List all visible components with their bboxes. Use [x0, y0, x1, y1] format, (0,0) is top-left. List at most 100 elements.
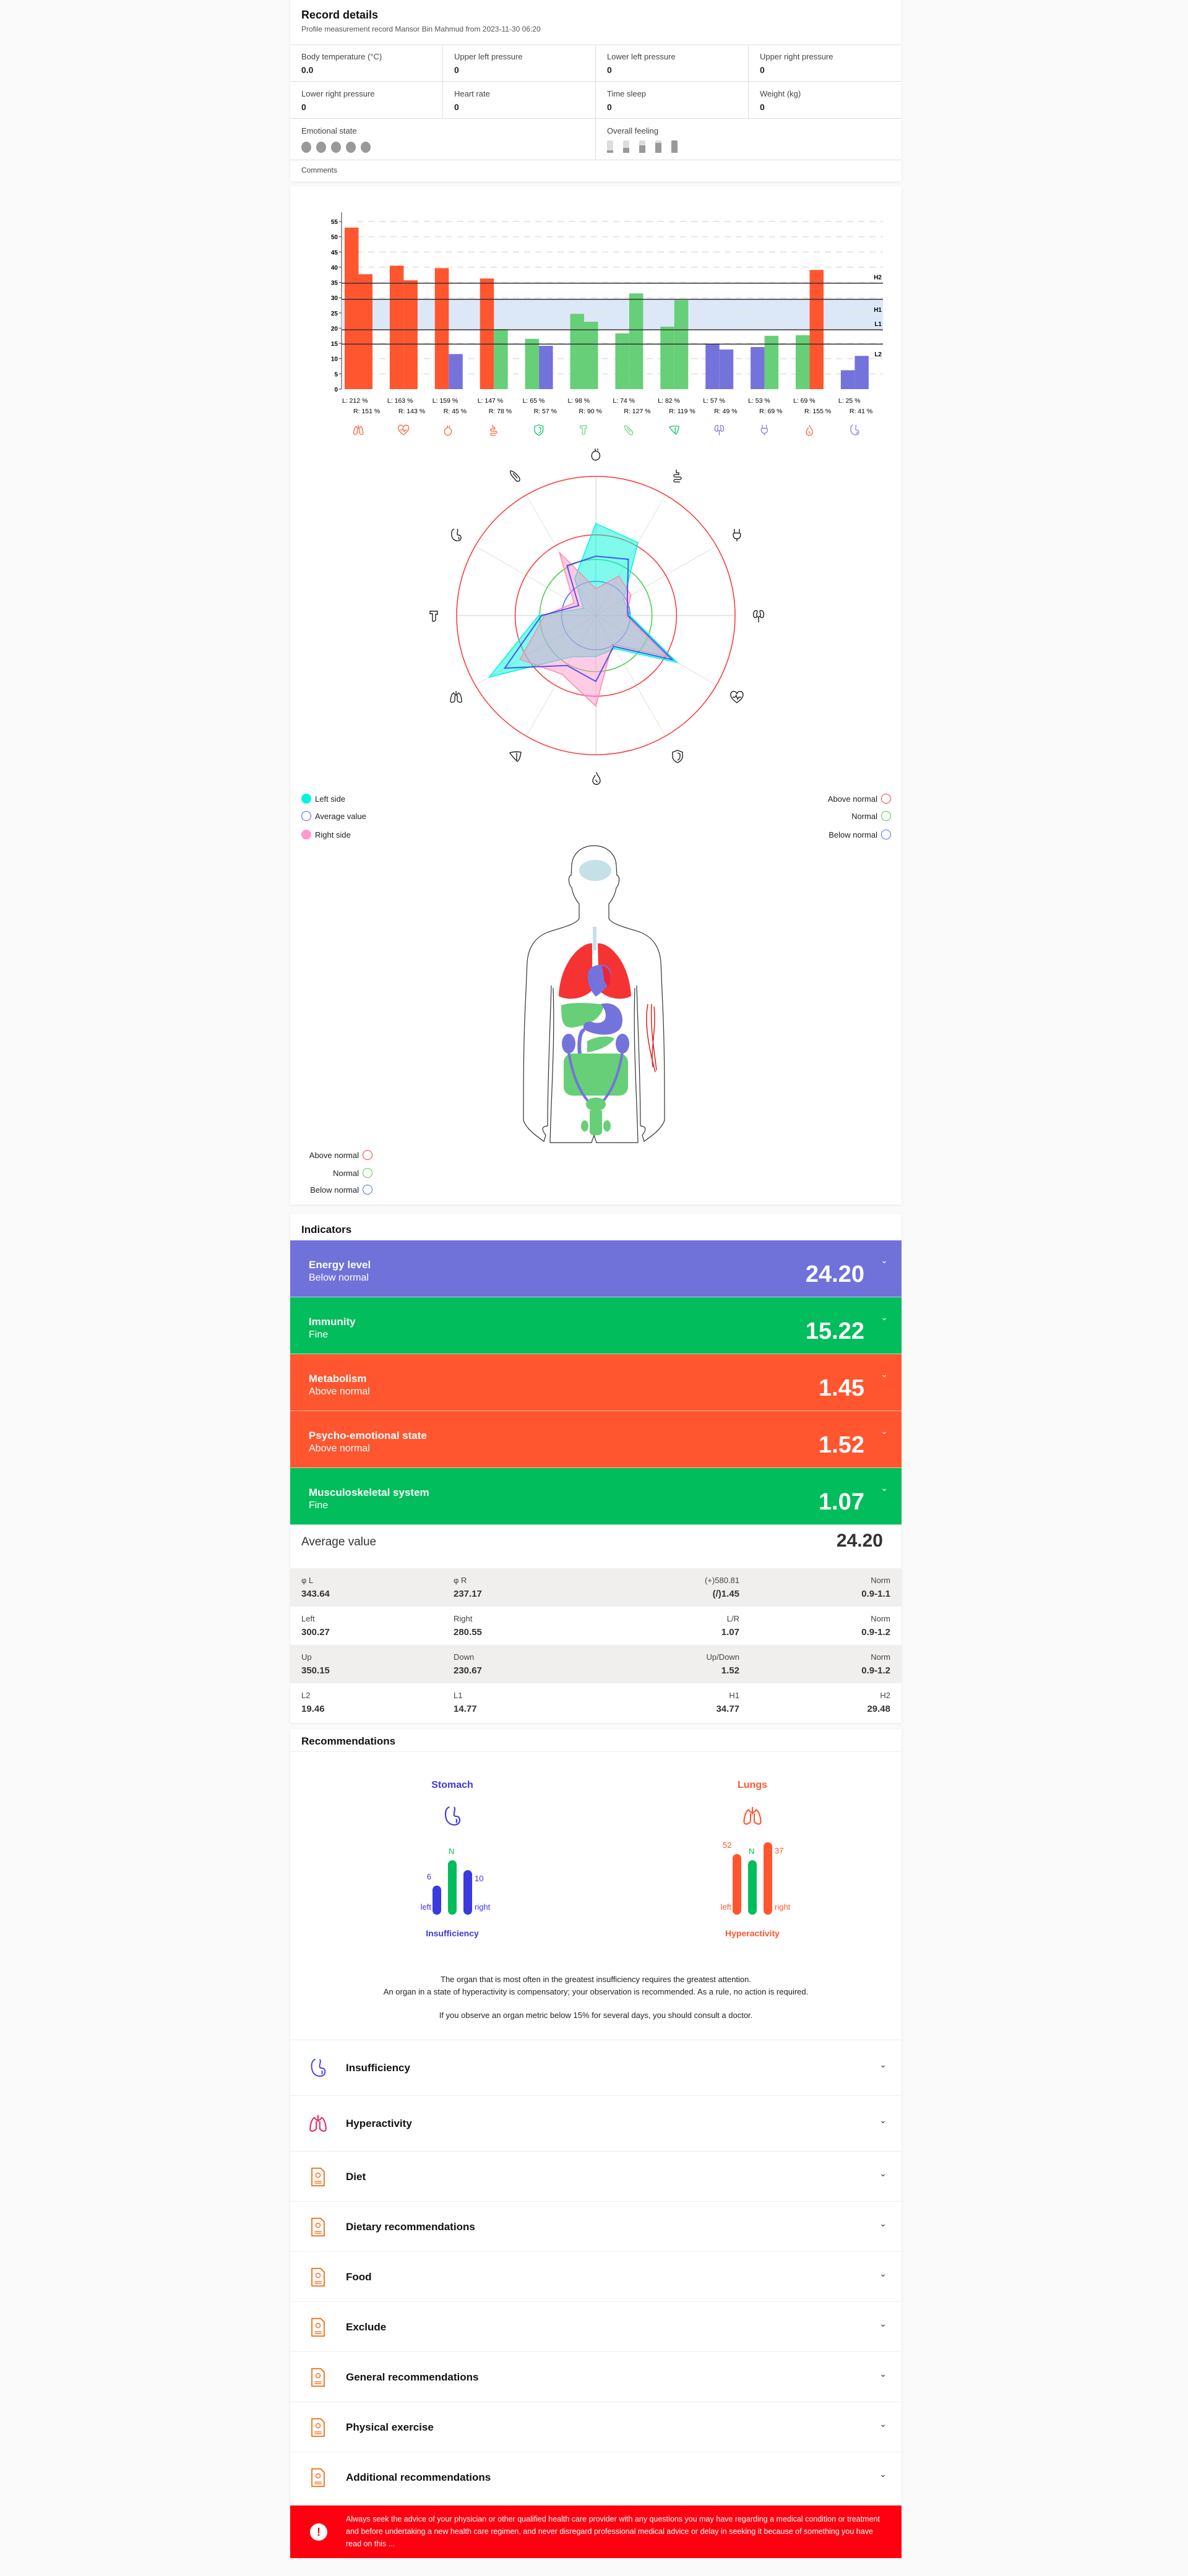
indicator-status: Fine [309, 1500, 329, 1511]
percent-label: L: 82 % [658, 397, 680, 405]
bar-stomach-R [854, 356, 869, 389]
chevron-down-icon[interactable]: ⌄ [879, 2368, 887, 2379]
kidneys-icon [714, 424, 725, 436]
indicator-name: Psycho-emotional state [309, 1430, 427, 1441]
battery-level-3-icon[interactable] [639, 140, 645, 153]
stat-value: 300.27 [301, 1627, 330, 1638]
chevron-down-icon[interactable]: ⌄ [880, 1426, 888, 1436]
chevron-down-icon[interactable]: ⌄ [879, 2268, 887, 2278]
brain-organ [579, 860, 611, 881]
dietary-document-icon [311, 2217, 325, 2236]
field-label: Lower left pressure [607, 52, 676, 61]
face-neutral-icon[interactable] [331, 142, 341, 153]
indicator-name: Musculoskeletal system [309, 1487, 429, 1498]
heart-icon [444, 424, 452, 436]
percent-label: R: 143 % [398, 408, 425, 415]
stomach-level-bar [448, 1860, 457, 1915]
chevron-down-icon[interactable]: ⌄ [879, 2168, 887, 2178]
indicator-value: 15.22 [805, 1318, 864, 1344]
accordion-food[interactable]: Food ⌄ [290, 2251, 902, 2301]
stat-value: 1.52 [721, 1665, 739, 1676]
battery-level-4-icon[interactable] [655, 140, 661, 153]
accordion-title: Exclude [346, 2321, 387, 2333]
accordion-title: Physical exercise [346, 2421, 434, 2433]
stomach-state-label: Insufficiency [426, 1928, 479, 1938]
body-legend-below-normal: Below normal [310, 1183, 372, 1196]
stat-label: Up [301, 1652, 312, 1662]
clipboard-heart-icon [311, 2368, 325, 2387]
y-tick-label: 50 [331, 234, 338, 241]
indicator-row[interactable]: Musculoskeletal system Fine 1.07 ⌄ [290, 1468, 902, 1525]
face-happy-icon[interactable] [361, 142, 371, 153]
liver-icon [509, 751, 522, 762]
legend-below-normal: Below normal [829, 828, 891, 841]
field-label: Weight (kg) [760, 89, 801, 98]
field-cell: Body temperature (°C) 0.0 [290, 45, 443, 82]
accordion-dietary-recommendations[interactable]: Dietary recommendations ⌄ [290, 2201, 902, 2251]
battery-level-2-icon[interactable] [623, 140, 629, 153]
chevron-down-icon[interactable]: ⌄ [880, 1312, 888, 1322]
accordion-title: Additional recommendations [346, 2471, 491, 2483]
bar-bladder-L [751, 347, 765, 389]
y-tick-label: 40 [331, 265, 338, 272]
legend-average: Average value [301, 810, 366, 822]
legend-above-normal: Above normal [828, 792, 891, 805]
indicator-row[interactable]: Psycho-emotional state Above normal 1.52 ⌄ [290, 1411, 902, 1468]
accordion-general-recommendations[interactable]: General recommendations ⌄ [290, 2351, 902, 2402]
chevron-down-icon[interactable]: ⌄ [879, 2418, 887, 2429]
stat-value: (/)1.45 [712, 1589, 739, 1599]
stomach-icon [444, 1806, 461, 1826]
accordion-insufficiency[interactable]: Insufficiency ⌄ [290, 2040, 902, 2095]
lungs-norm-label: N [749, 1847, 755, 1856]
indicator-row[interactable]: Energy level Below normal 24.20 ⌄ [290, 1240, 902, 1297]
indicator-value: 1.52 [819, 1432, 864, 1458]
chevron-down-icon[interactable]: ⌄ [879, 2115, 887, 2125]
face-smile-icon[interactable] [346, 142, 356, 153]
face-sad-icon[interactable] [316, 142, 326, 153]
note-line: If you observe an organ metric below 15%… [439, 2011, 753, 2020]
stat-value: 14.77 [454, 1704, 477, 1714]
percent-label: R: 57 % [534, 408, 557, 415]
field-cell: Upper right pressure 0 [749, 45, 902, 82]
percent-label: L: 25 % [838, 397, 861, 405]
chevron-down-icon[interactable]: ⌄ [880, 1369, 888, 1379]
chevron-down-icon[interactable]: ⌄ [879, 2218, 887, 2228]
bar-triple-heater-R [539, 346, 553, 389]
accordion-title: Food [346, 2270, 372, 2283]
threshold-label: L1 [874, 321, 882, 328]
stat-label: (+)580.81 [704, 1576, 739, 1585]
accordion-diet[interactable]: Diet ⌄ [290, 2151, 902, 2201]
threshold-label: L2 [874, 351, 882, 358]
stomach-organ-title: Stomach [431, 1780, 473, 1790]
accordion-additional-recommendations[interactable]: Additional recommendations ⌄ [290, 2452, 902, 2502]
accordion-title: Dietary recommendations [346, 2220, 475, 2233]
accordion-physical-exercise[interactable]: Physical exercise ⌄ [290, 2402, 902, 2452]
field-value: 0 [301, 102, 306, 112]
stat-cell: (+)580.81 (/)1.45 [705, 1576, 739, 1599]
battery-level-1-icon[interactable] [607, 140, 613, 153]
accordion-hyperactivity[interactable]: Hyperactivity ⌄ [290, 2095, 902, 2151]
bar-heart-L [434, 268, 449, 389]
stat-label: φ L [301, 1576, 314, 1585]
face-very-sad-icon[interactable] [301, 142, 311, 153]
battery-level-5-icon[interactable] [671, 140, 678, 153]
gallbladder-icon [806, 424, 813, 436]
y-tick-label: 30 [331, 295, 338, 302]
indicator-row[interactable]: Immunity Fine 15.22 ⌄ [290, 1297, 902, 1354]
record-subtitle: Profile measurement record Mansor Bin Ma… [301, 25, 541, 33]
chevron-down-icon[interactable]: ⌄ [880, 1483, 888, 1493]
chevron-down-icon[interactable]: ⌄ [879, 2318, 887, 2329]
medical-warning-banner: ! Always seek the advice of your physici… [290, 2505, 902, 2558]
indicator-row[interactable]: Metabolism Above normal 1.45 ⌄ [290, 1354, 902, 1411]
cutlery-icon [311, 2167, 325, 2186]
stat-cell: Left 300.27 [301, 1614, 330, 1638]
percent-label: L: 98 % [568, 397, 590, 405]
chevron-down-icon[interactable]: ⌄ [879, 2468, 887, 2479]
stat-cell: Norm 0.9-1.1 [861, 1576, 890, 1599]
chevron-down-icon[interactable]: ⌄ [879, 2059, 887, 2069]
accordion-exclude[interactable]: Exclude ⌄ [290, 2301, 902, 2351]
triple-heater-icon [672, 750, 683, 763]
chevron-down-icon[interactable]: ⌄ [880, 1255, 888, 1265]
field-cell: Heart rate 0 [443, 82, 596, 119]
percent-label: R: 69 % [759, 408, 782, 415]
